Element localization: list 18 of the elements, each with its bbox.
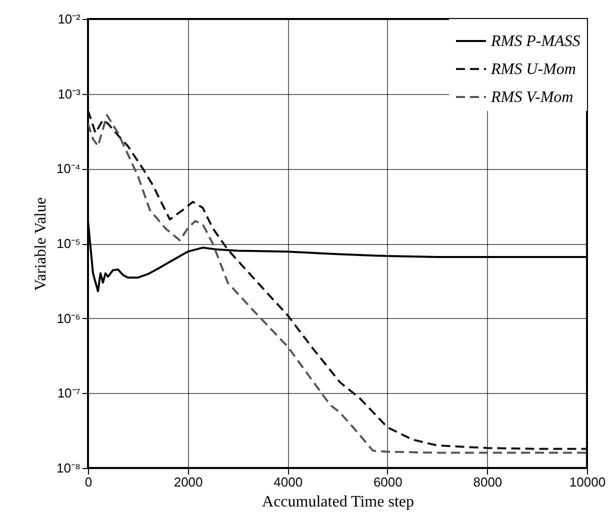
y-tick-label: 10⁻⁴ xyxy=(56,161,80,176)
legend-label: RMS V-Mom xyxy=(490,89,574,106)
y-tick-label: 10⁻⁷ xyxy=(57,386,81,401)
y-tick-label: 10⁻² xyxy=(58,12,82,26)
y-tick-label: 10⁻⁸ xyxy=(56,460,80,476)
x-tick-label: 8000 xyxy=(473,474,502,490)
y-tick-label: 10⁻⁶ xyxy=(56,310,80,326)
x-tick-label: 10000 xyxy=(569,474,606,490)
y-axis-title: Variable Value xyxy=(32,197,50,291)
x-tick-label: 2000 xyxy=(174,474,203,490)
legend-label: RMS U-Mom xyxy=(490,61,576,78)
x-tick-label: 0 xyxy=(84,474,92,490)
legend-label: RMS P-MASS xyxy=(490,33,580,50)
y-tick-label: 10⁻³ xyxy=(58,86,82,102)
x-tick-label: 4000 xyxy=(274,474,303,490)
x-tick-label: 6000 xyxy=(373,474,402,490)
x-axis-title: Accumulated Time step xyxy=(262,494,414,510)
y-tick-label: 10⁻⁵ xyxy=(56,236,80,251)
